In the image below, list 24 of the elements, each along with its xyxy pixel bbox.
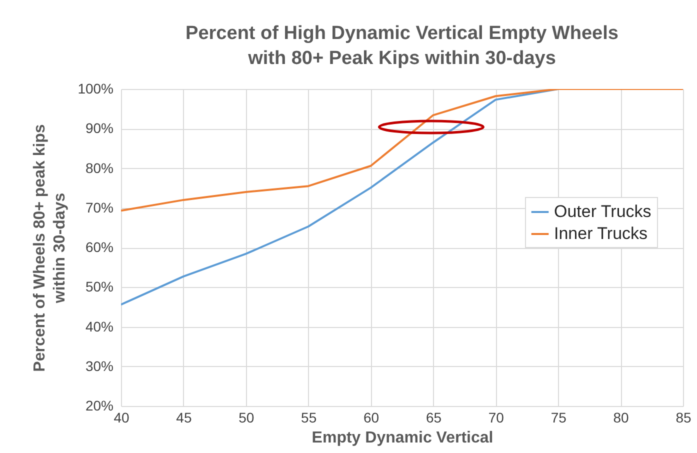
x-tick-label: 70 [488,410,504,426]
x-tick-label: 40 [114,410,130,426]
y-tick-label: 80% [85,160,114,176]
y-axis-title: Percent of Wheels 80+ peak kips within 30-days [32,124,69,372]
x-tick-label: 65 [426,410,442,426]
y-tick-label: 40% [85,318,114,334]
x-axis-title: Empty Dynamic Vertical [312,430,494,446]
y-tick-label: 70% [85,199,114,216]
x-tick-label: 50 [238,410,254,426]
x-tick-label: 55 [301,410,317,426]
legend-label: Inner Trucks [554,224,648,243]
chart-title: Percent of High Dynamic Vertical Empty Wheels with 80+ Peak Kips within 30-days [186,23,618,69]
x-tick-label: 80 [613,410,630,426]
y-tick-label: 30% [85,358,114,374]
y-tick-label: 50% [85,278,114,295]
legend-label: Outer Trucks [554,202,652,221]
y-tick-label: 60% [85,239,114,255]
x-tick-label: 60 [363,410,380,426]
x-tick-label: 45 [176,410,192,426]
y-tick-label: 20% [85,398,114,414]
x-tick-label: 75 [550,410,567,426]
x-tick-label: 85 [676,410,692,426]
y-tick-label: 90% [85,120,114,136]
y-tick-label: 100% [78,80,114,96]
